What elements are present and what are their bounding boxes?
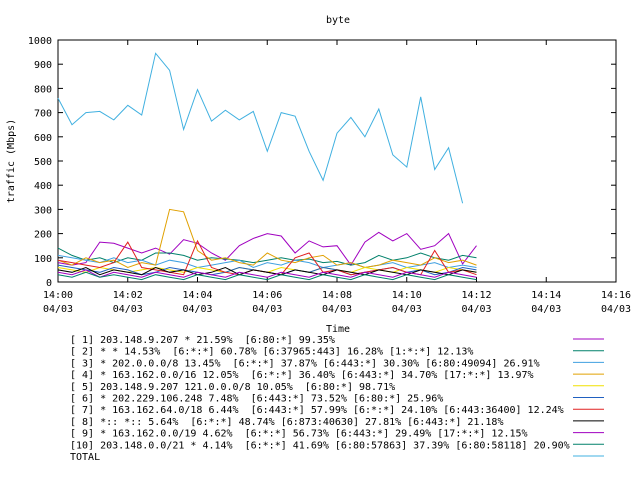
x-tick-time-label: 14:10 bbox=[392, 290, 422, 301]
series-line-2 bbox=[57, 247, 477, 266]
x-axis-label: Time bbox=[326, 324, 350, 335]
legend-entry-label: [10] 203.148.0.0/21 * 4.14% [6:*:*] 41.6… bbox=[70, 440, 570, 451]
x-tick-time-label: 14:02 bbox=[113, 290, 143, 301]
y-tick-label: 400 bbox=[34, 181, 52, 192]
series-lines bbox=[57, 52, 477, 281]
legend-entry-label: [ 1] 203.148.9.207 * 21.59% [6:80:*] 99.… bbox=[70, 335, 335, 346]
x-tick-date-label: 04/03 bbox=[322, 304, 352, 315]
y-tick-label: 0 bbox=[46, 278, 52, 289]
y-axis-ticks: 0 100 200 300 400 500 600 700 800 900 1000 bbox=[28, 36, 616, 289]
y-tick-label: 300 bbox=[34, 205, 52, 216]
x-tick-time-label: 14:04 bbox=[182, 290, 212, 301]
y-tick-label: 100 bbox=[34, 254, 52, 265]
legend-entry-label: [ 3] * 202.0.0.0/8 13.45% [6:*:*] 37.87%… bbox=[70, 358, 540, 369]
x-axis-ticks: 14:00 04/03 14:02 04/03 14:04 04/03 14:06 04/03… bbox=[43, 40, 631, 315]
x-tick-time-label: 14:00 bbox=[43, 290, 73, 301]
x-tick-date-label: 04/03 bbox=[601, 304, 631, 315]
y-axis-label: traffic (Mbps) bbox=[6, 119, 17, 203]
legend-entry-label: [ 7] * 163.162.64.0/18 6.44% [6:443:*] 5… bbox=[70, 405, 564, 416]
x-tick-date-label: 04/03 bbox=[43, 304, 73, 315]
x-tick-date-label: 04/03 bbox=[531, 304, 561, 315]
legend: [ 1] 203.148.9.207 * 21.59% [6:80:*] 99.… bbox=[70, 335, 604, 463]
legend-entry-label: [ 6] * 202.229.106.248 7.48% [6:443:*] 7… bbox=[70, 394, 443, 405]
y-tick-label: 200 bbox=[34, 230, 52, 241]
x-tick-date-label: 04/03 bbox=[182, 304, 212, 315]
x-tick-date-label: 04/03 bbox=[113, 304, 143, 315]
y-tick-label: 500 bbox=[34, 157, 52, 168]
legend-entry-label: TOTAL bbox=[70, 452, 100, 463]
legend-entry-label: [ 2] * * 14.53% [6:*:*] 60.78% [6:37965:… bbox=[70, 347, 473, 358]
series-line-1 bbox=[57, 231, 477, 267]
y-tick-label: 600 bbox=[34, 133, 52, 144]
x-tick-time-label: 14:06 bbox=[252, 290, 282, 301]
x-tick-date-label: 04/03 bbox=[392, 304, 422, 315]
y-tick-label: 800 bbox=[34, 84, 52, 95]
x-tick-date-label: 04/03 bbox=[252, 304, 282, 315]
y-tick-label: 1000 bbox=[28, 36, 52, 47]
legend-entry-label: [ 8] *:: *:: 5.64% [6:*:*] 48.74% [6:873… bbox=[70, 417, 503, 428]
x-tick-time-label: 14:08 bbox=[322, 290, 352, 301]
y-tick-label: 900 bbox=[34, 60, 52, 71]
legend-entry-label: [ 5] 203.148.9.207 121.0.0.0/8 10.05% [6… bbox=[70, 382, 395, 393]
x-tick-time-label: 14:12 bbox=[461, 290, 491, 301]
series-line-10 bbox=[57, 271, 477, 281]
x-tick-time-label: 14:14 bbox=[531, 290, 561, 301]
y-tick-label: 700 bbox=[34, 109, 52, 120]
series-line-3 bbox=[57, 254, 477, 269]
legend-entry-label: [ 4] * 163.162.0.0/16 12.05% [6:*:*] 36.… bbox=[70, 370, 534, 381]
series-line-11 bbox=[57, 52, 464, 204]
series-line-4 bbox=[57, 208, 477, 269]
legend-entry-label: [ 9] * 163.162.0.0/19 4.62% [6:*:*] 56.7… bbox=[70, 429, 528, 440]
series-line-9 bbox=[57, 269, 477, 278]
chart-title: byte bbox=[326, 15, 350, 26]
x-tick-time-label: 14:16 bbox=[601, 290, 631, 301]
x-tick-date-label: 04/03 bbox=[461, 304, 491, 315]
